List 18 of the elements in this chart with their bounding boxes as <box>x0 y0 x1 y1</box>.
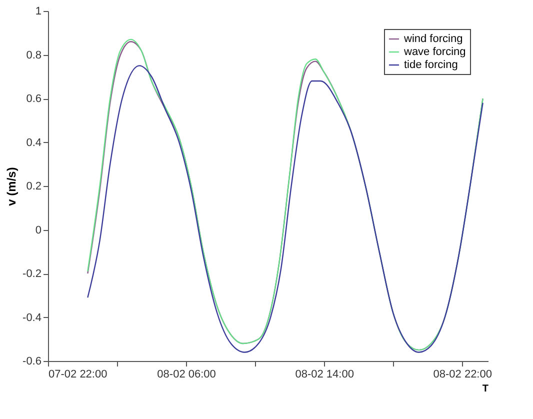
y-tick-label: 0.6 <box>26 93 42 105</box>
legend-label: tide forcing <box>404 59 458 71</box>
y-tick-label: -0.2 <box>22 268 42 280</box>
x-tick-label: 08-02 06:00 <box>157 368 216 380</box>
y-tick-label: 1 <box>35 6 42 18</box>
y-axis-title: v (m/s) <box>4 167 19 206</box>
y-tick-label: -0.4 <box>22 312 42 324</box>
x-axis-title: T <box>482 384 488 394</box>
y-tick-label: 0 <box>35 224 42 236</box>
y-tick-label: 0.2 <box>26 180 42 192</box>
y-tick-label: 0.8 <box>26 49 42 62</box>
x-tick-label: 08-02 14:00 <box>295 368 354 380</box>
x-tick-label: 07-02 22:00 <box>48 368 108 380</box>
y-tick-label: -0.6 <box>22 356 42 368</box>
legend-label: wave forcing <box>403 46 466 58</box>
legend-label: wind forcing <box>403 33 463 45</box>
y-tick-label: 0.4 <box>26 136 42 149</box>
x-tick-label: 08-02 22:00 <box>433 368 492 380</box>
